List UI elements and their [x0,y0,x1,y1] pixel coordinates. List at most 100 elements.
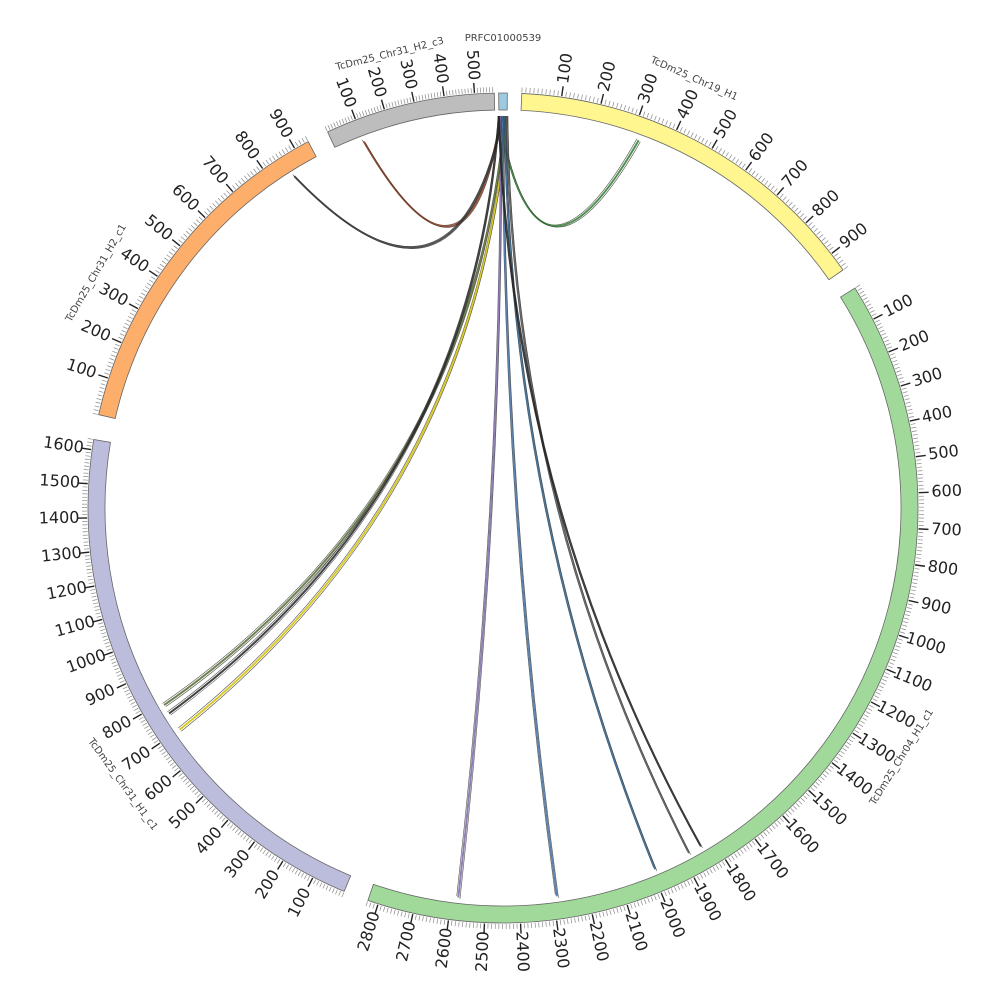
minor-tick [212,203,217,208]
minor-tick [894,366,900,370]
segment-name-label: TcDm25_Chr31_H2_c3 [334,36,445,74]
tick-label: 2500 [472,931,493,973]
minor-tick [891,655,897,658]
tick-label: 1500 [808,788,851,830]
segment-name-label: PRFC01000539 [465,33,542,44]
minor-tick [369,902,372,908]
minor-tick [914,448,920,450]
minor-tick [185,230,190,235]
tick-label: 800 [927,556,960,579]
minor-tick [328,886,332,892]
minor-tick [86,445,92,447]
minor-tick [350,115,353,121]
minor-tick [391,101,394,107]
minor-tick [696,875,700,881]
minor-tick [874,695,879,699]
minor-tick [332,888,335,893]
minor-tick [569,92,571,98]
minor-tick [687,880,691,886]
tick-label: 400 [672,86,702,122]
major-tick [128,303,139,310]
minor-tick [915,560,921,563]
minor-tick [159,748,165,753]
minor-tick [914,444,920,447]
minor-tick [335,889,338,895]
tick-label: 900 [265,105,297,141]
minor-tick [743,847,747,852]
minor-tick [163,754,169,758]
tick-label: 1700 [753,839,793,883]
tick-label: 400 [920,402,954,427]
minor-tick [262,849,266,854]
tick-label: 900 [836,218,872,252]
minor-tick [868,306,874,310]
minor-tick [912,578,918,581]
minor-tick [127,695,133,699]
minor-tick [644,899,647,905]
minor-tick [133,707,139,711]
minor-tick [288,866,292,871]
minor-tick [182,778,188,783]
minor-tick [731,855,735,861]
minor-tick [876,322,882,326]
tick-label: 300 [96,279,132,310]
minor-tick [577,917,580,923]
minor-tick [864,300,870,304]
tick-label: 600 [745,129,778,165]
minor-tick [746,845,750,850]
minor-tick [642,111,646,117]
tick-label: 800 [231,127,264,163]
segment-ticks [77,438,345,898]
minor-tick [127,316,133,319]
minor-tick [285,864,290,870]
minor-tick [910,593,916,595]
minor-tick [557,90,559,96]
minor-tick [271,855,275,860]
minor-tick [893,363,899,366]
tick-label: 600 [140,771,176,805]
minor-tick [840,750,845,755]
minor-tick [903,394,909,397]
major-tick [886,668,896,674]
major-tick [195,795,204,804]
minor-tick [247,173,251,178]
minor-tick [899,380,905,383]
minor-tick [86,568,92,571]
minor-tick [301,137,305,143]
minor-tick [130,701,136,705]
minor-tick [895,645,901,648]
minor-tick [602,911,605,917]
minor-tick [393,909,396,915]
minor-tick [305,136,309,141]
tick-label: 1900 [690,880,726,925]
minor-tick [633,902,636,908]
minor-tick [816,231,821,235]
tick-label: 1600 [42,432,85,457]
minor-tick [219,815,224,820]
minor-tick [367,109,371,115]
minor-tick [737,851,741,856]
tick-label: 2100 [621,909,651,954]
minor-tick [98,390,104,393]
minor-tick [861,293,866,298]
minor-tick [703,872,707,877]
minor-tick [549,921,551,927]
segment-band [520,93,844,281]
minor-tick [913,571,920,574]
minor-tick [157,266,162,271]
minor-tick [173,245,178,250]
minor-tick [147,731,153,735]
tick-label: 400 [191,823,225,858]
minor-tick [915,452,921,454]
minor-tick [631,107,634,113]
minor-tick [887,346,892,349]
minor-tick [701,137,705,143]
minor-tick [794,207,799,212]
minor-tick [294,869,298,875]
minor-tick [99,387,105,390]
minor-tick [612,101,615,107]
segment-band [98,141,317,419]
minor-tick [674,886,677,892]
minor-tick [452,89,454,96]
